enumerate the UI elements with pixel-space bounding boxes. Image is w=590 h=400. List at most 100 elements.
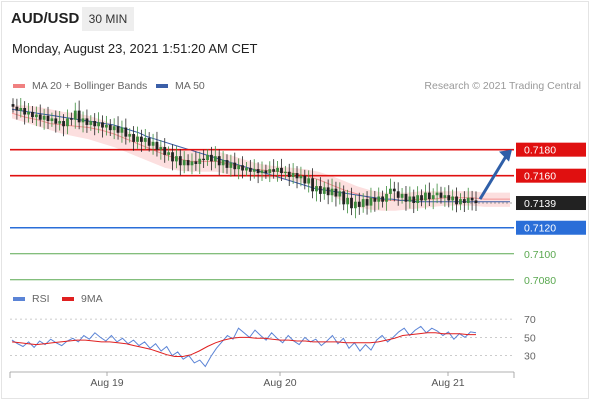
candle-body: [322, 187, 326, 194]
candle-body: [124, 127, 128, 137]
candle-body: [470, 197, 474, 201]
candle: [389, 178, 392, 201]
candle-body: [190, 161, 194, 166]
candle-body: [385, 193, 388, 202]
candle-body: [128, 134, 132, 137]
timeframe-badge[interactable]: 30 MIN: [82, 7, 134, 31]
candle-body: [77, 110, 81, 123]
time-label-1: Aug 20: [263, 377, 296, 389]
candle: [34, 106, 38, 127]
candle-body: [389, 188, 392, 194]
candle: [424, 184, 427, 210]
candle: [54, 110, 58, 133]
candle: [66, 109, 69, 135]
candle: [365, 191, 369, 215]
candle-body: [19, 108, 23, 111]
candle-body: [318, 186, 322, 194]
candle: [217, 149, 221, 176]
candle: [350, 187, 353, 216]
candle-body: [338, 191, 342, 197]
candle-body: [120, 127, 124, 133]
candle-body: [330, 188, 334, 196]
candle-body: [416, 195, 420, 204]
level-label-0.7120: 0.7120: [524, 223, 556, 235]
candle: [342, 185, 346, 211]
candle: [124, 118, 128, 145]
candle-body: [369, 197, 373, 206]
candle: [104, 115, 108, 136]
candle-body: [229, 162, 233, 168]
candle-body: [272, 169, 276, 172]
candle: [46, 106, 50, 129]
candle-body: [186, 160, 190, 166]
candle: [167, 146, 171, 161]
candle: [346, 189, 350, 214]
candle: [466, 187, 470, 210]
candle: [120, 120, 124, 143]
candle-body: [159, 147, 163, 150]
candle: [353, 194, 357, 219]
rsi-tick-50: 50: [524, 332, 536, 344]
candle: [69, 112, 73, 126]
candle-body: [427, 192, 431, 200]
candle-body: [221, 160, 225, 166]
candle: [93, 113, 97, 136]
candle: [303, 169, 307, 190]
candle: [23, 101, 27, 125]
candle: [159, 140, 163, 160]
candle-body: [392, 188, 396, 192]
candle: [31, 106, 34, 123]
candle-body: [439, 192, 443, 198]
candle-body: [210, 154, 213, 162]
candle-body: [182, 160, 186, 166]
candle-body: [194, 161, 198, 164]
candle-body: [299, 175, 303, 179]
candle-body: [276, 167, 279, 172]
legend-bollinger: MA 20 + Bollinger Bands: [13, 80, 147, 92]
candle: [147, 132, 151, 152]
bollinger-swatch: [13, 84, 25, 88]
candle: [42, 108, 46, 130]
candle: [38, 104, 42, 127]
candle-body: [198, 158, 202, 164]
candle-body: [474, 200, 478, 204]
candle-body: [459, 199, 462, 205]
candle: [190, 153, 194, 175]
candle: [62, 114, 65, 137]
candle-body: [466, 197, 470, 204]
candle: [451, 189, 455, 211]
candle: [178, 149, 182, 176]
candle-body: [408, 196, 412, 202]
candle: [330, 178, 334, 203]
candle: [361, 193, 365, 213]
candle: [334, 181, 338, 207]
candle-body: [287, 171, 291, 177]
candle: [19, 97, 23, 118]
candle-body: [225, 160, 229, 168]
candle: [27, 102, 30, 123]
candle-body: [455, 196, 458, 205]
candle-body: [424, 192, 427, 201]
candle-body: [73, 110, 77, 120]
candle: [427, 182, 431, 207]
candle-body: [50, 118, 54, 122]
candle-body: [256, 169, 260, 174]
candle-body: [27, 111, 30, 115]
candle: [357, 192, 361, 215]
candle-body: [435, 192, 439, 196]
candle: [163, 138, 167, 163]
forecast-arrow-head: [499, 149, 512, 162]
candle-body: [237, 165, 241, 170]
candle-body: [357, 201, 361, 207]
forecast-arrow-shaft: [478, 153, 509, 200]
candle-body: [112, 126, 116, 131]
legend-bollinger-label: MA 20 + Bollinger Bands: [32, 80, 148, 92]
level-tag-0.7180: [516, 142, 586, 157]
candle-body: [147, 137, 151, 146]
candle: [151, 133, 155, 155]
candle-body: [400, 193, 404, 198]
candle-body: [11, 104, 15, 107]
research-credit: Research © 2021 Trading Central: [424, 80, 581, 92]
candle-body: [260, 170, 264, 174]
